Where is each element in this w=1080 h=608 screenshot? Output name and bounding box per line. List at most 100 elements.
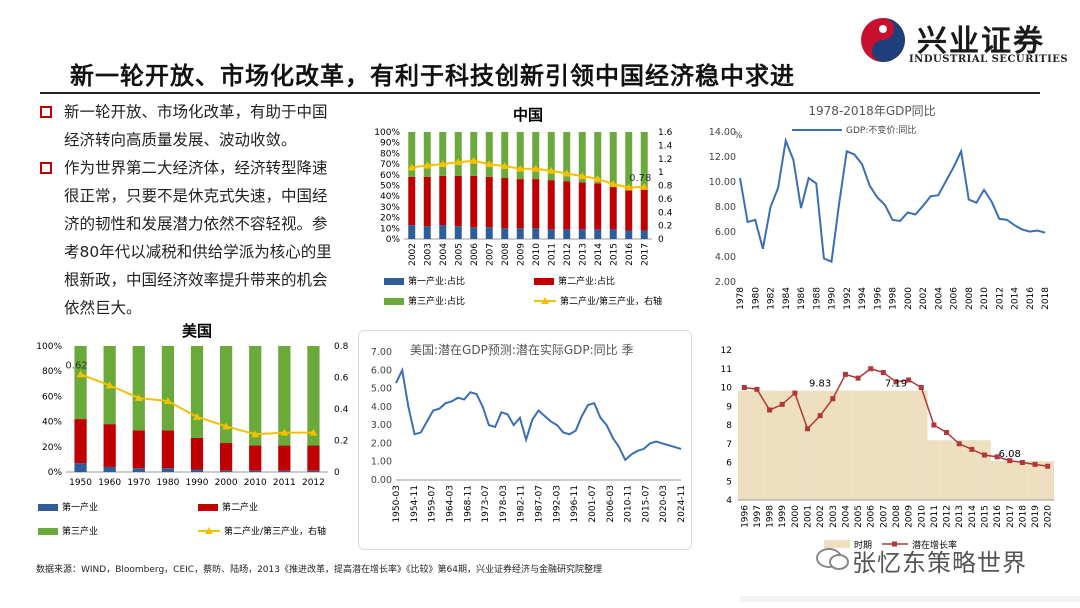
y2-tick-label: 0.8 [658,182,673,192]
bar-segment [219,470,233,472]
chart-border [358,330,692,550]
ratio-marker [280,428,289,436]
bullet-line: 作为世界第二大经济体，经济转型降速 [64,159,328,177]
x-tick-label: 2014 [594,243,604,266]
growth-marker [981,452,987,458]
ratio-marker [562,169,571,177]
legend-marker [541,297,549,304]
bar [851,390,865,500]
bar [839,390,852,500]
y-tick-label: 5 [726,477,732,487]
ratio-marker [593,174,602,182]
legend-swatch [198,504,218,511]
ratio-marker [500,162,509,170]
x-tick-label: 2006 [867,505,877,528]
y2-tick-label: 0 [658,235,664,245]
series-line [395,367,682,462]
bar-segment [563,229,571,239]
y-tick-label: 14.00 [709,127,736,138]
x-tick-label: 2009 [516,243,526,266]
legend-label: 时期 [854,539,872,551]
bar-segment [103,424,116,467]
x-tick-label: 2013 [955,505,965,528]
bullet-item: 新一轮开放、市场化改革，有助于中国 经济转向高质量发展、波动收敛。 [40,98,380,154]
x-tick-label: 1997 [753,505,763,528]
growth-marker [931,422,937,428]
y2-tick-label: 1.6 [658,128,673,138]
bar-segment [470,132,478,176]
bar-segment [578,182,586,230]
y-tick-label: 80% [42,367,62,377]
legend-label: 第二产业/第三产业，右轴 [560,295,662,307]
bar-segment [132,468,145,472]
bar [738,390,751,500]
x-tick-label: 2009 [905,505,915,528]
x-tick-label: 1984 [782,287,792,310]
x-tick-label: 2006 [950,287,960,310]
bar-segment [470,227,478,239]
x-tick-label: 2001-07 [588,485,598,523]
y-tick-label: 10.00 [709,177,736,188]
x-tick-label: 2008 [965,287,975,310]
x-tick-label: 2002 [919,287,929,310]
chart-title: 中国 [513,106,543,124]
bar-segment [132,430,145,469]
bar-segment [563,132,571,182]
bar-segment [454,132,462,176]
bar-segment [190,346,204,438]
y-tick-label: 12.00 [709,152,736,163]
x-tick-label: 1986 [797,287,807,310]
y-tick-label: 0% [386,235,401,245]
bullet-line: 经济转向高质量发展、波动收敛。 [64,131,297,149]
y-tick-label: 70% [380,160,400,170]
x-tick-label: 2000 [904,287,914,310]
bullet-line: 考80年代以减税和供给学派为核心的里 [64,243,332,261]
x-tick-label: 2001 [804,505,814,528]
bullet-item: 作为世界第二大经济体，经济转型降速 很正常，只要不是休克式失速，中国经 济的韧性… [40,154,380,322]
growth-marker [893,379,899,385]
bar-segment [594,132,602,184]
page-title: 新一轮开放、市场化改革，有利于科技创新引领中国经济稳中求进 [70,62,795,90]
legend-label: 第二产业 [222,501,258,513]
bar-segment [132,346,145,431]
bar [965,440,979,500]
x-tick-label: 1999 [778,505,788,528]
growth-marker [817,413,823,419]
bar-segment [532,228,540,239]
y-tick-label: 0.00 [371,475,392,486]
ratio-marker [531,164,540,172]
ratio-marker [640,182,649,190]
bullet-line: 济的韧性和发展潜力依然不容轻视。参 [64,215,328,233]
bar-segment [578,132,586,183]
bar [990,461,1004,500]
y2-tick-label: 0.6 [334,374,349,384]
y-tick-label: 6.00 [715,227,736,238]
x-tick-label: 2010-11 [624,485,634,523]
growth-marker [918,385,924,390]
bar-segment [454,175,462,227]
ratio-marker [309,428,318,436]
x-tick-label: 2010 [532,243,542,266]
legend-swatch [38,528,58,535]
ratio-marker [76,370,85,378]
bar-segment [640,187,648,231]
y-tick-label: 8.00 [715,202,736,213]
bar-segment [532,132,540,180]
bullet-square-icon [40,162,52,174]
x-tick-label: 2010 [244,478,267,488]
growth-marker [805,426,811,432]
x-tick-label: 2008 [501,243,511,266]
x-tick-label: 2011 [930,505,940,528]
bar-segment [439,225,447,239]
bar-segment [161,346,175,431]
y-axis-unit: % [734,131,743,141]
legend-swatch [38,504,58,511]
x-tick-label: 2008 [892,505,902,528]
y-tick-label: 100% [374,128,400,138]
bar-segment [532,179,540,229]
growth-marker [1019,460,1025,465]
x-tick-label: 1990 [186,478,209,488]
x-tick-label: 2019 [1031,505,1041,528]
ratio-marker [251,430,260,438]
x-tick-label: 1992 [843,287,853,310]
